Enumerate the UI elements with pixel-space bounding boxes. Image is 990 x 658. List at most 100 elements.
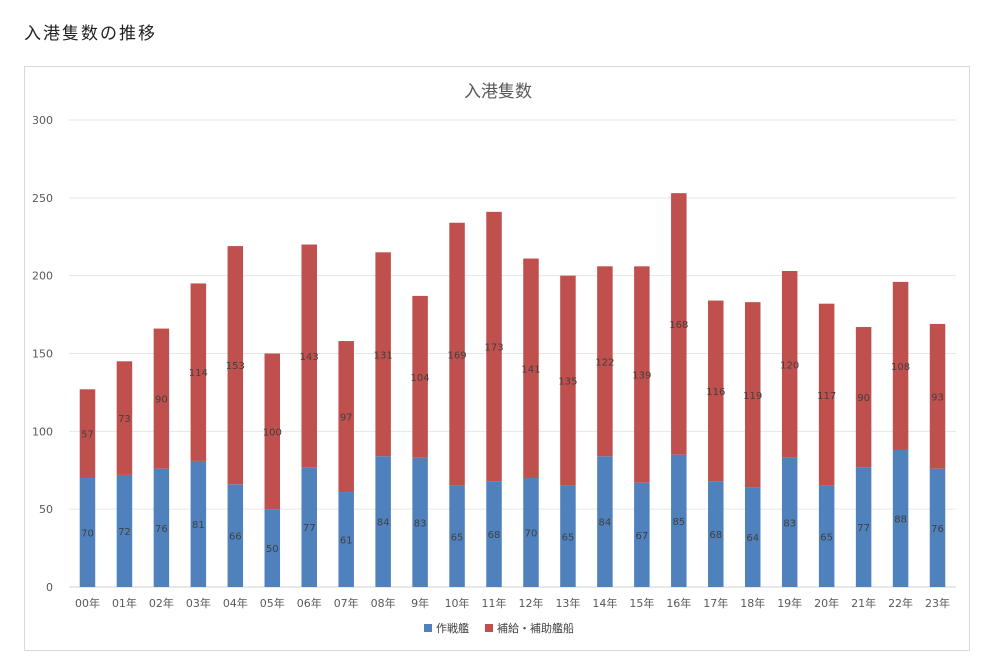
bar-segment-combat-ships bbox=[190, 460, 207, 587]
data-label: 90 bbox=[155, 395, 168, 406]
data-label: 143 bbox=[300, 352, 319, 363]
bar-segment-supply-ships bbox=[375, 252, 391, 457]
y-tick-label: 100 bbox=[32, 425, 53, 438]
data-label: 100 bbox=[263, 427, 282, 438]
bar-segment-combat-ships bbox=[929, 468, 946, 587]
bar-segment-supply-ships bbox=[929, 323, 946, 469]
data-label: 117 bbox=[817, 391, 836, 402]
bar-segment-supply-ships bbox=[855, 327, 872, 468]
data-label: 85 bbox=[672, 517, 685, 528]
x-tick-label: 10年 bbox=[445, 596, 470, 610]
data-label: 120 bbox=[780, 360, 799, 371]
data-label: 65 bbox=[451, 532, 464, 543]
x-tick-label: 14年 bbox=[592, 596, 617, 610]
data-label: 131 bbox=[374, 350, 393, 361]
x-tick-label: 20年 bbox=[814, 596, 839, 610]
data-label: 114 bbox=[189, 368, 208, 379]
bar-segment-supply-ships bbox=[523, 258, 539, 479]
data-label: 88 bbox=[894, 515, 907, 526]
data-label: 70 bbox=[81, 529, 94, 540]
bar-segment-combat-ships bbox=[153, 468, 170, 587]
x-axis: 00年 01年 02年 03年 04年 05年 06年 07年 08年 9年 10年 11年 12年 13… bbox=[75, 596, 950, 610]
bar-segment-supply-ships bbox=[190, 283, 207, 461]
data-label: 168 bbox=[669, 320, 688, 331]
bar-segment-supply-ships bbox=[634, 266, 650, 483]
data-label: 65 bbox=[820, 532, 833, 543]
bar-segment-combat-ships bbox=[781, 457, 798, 587]
bar-segment-combat-ships bbox=[523, 478, 539, 587]
stacked-bar-chart: 入港隻数 0 50 100 150 200 250 300 70 57 72 73 76 90 81 11… bbox=[32, 82, 956, 635]
data-label: 169 bbox=[448, 350, 467, 361]
x-tick-label: 17年 bbox=[703, 596, 728, 610]
bar-segment-supply-ships bbox=[671, 193, 687, 455]
bar-segment-combat-ships bbox=[634, 482, 650, 587]
legend-swatch-combat-ships bbox=[424, 624, 432, 632]
y-tick-label: 50 bbox=[39, 503, 53, 516]
bar-segment-combat-ships bbox=[486, 481, 502, 587]
data-label: 93 bbox=[931, 392, 944, 403]
legend-label: 補給・補助艦船 bbox=[497, 621, 574, 635]
bar-segment-combat-ships bbox=[449, 485, 465, 587]
x-tick-label: 01年 bbox=[112, 596, 137, 610]
x-tick-label: 15年 bbox=[629, 596, 654, 610]
x-tick-label: 9年 bbox=[411, 596, 429, 610]
bar-segment-supply-ships bbox=[560, 275, 576, 486]
bar-segment-supply-ships bbox=[153, 328, 170, 469]
page-title: 入港隻数の推移 bbox=[24, 24, 157, 44]
data-label: 122 bbox=[595, 357, 614, 368]
data-label: 104 bbox=[411, 373, 430, 384]
y-axis: 0 50 100 150 200 250 300 bbox=[32, 114, 53, 594]
x-tick-label: 18年 bbox=[740, 596, 765, 610]
bar-segment-combat-ships bbox=[116, 474, 133, 587]
bar-segment-combat-ships bbox=[264, 509, 281, 587]
data-label: 141 bbox=[521, 364, 540, 375]
y-tick-label: 150 bbox=[32, 348, 53, 361]
bar-segment-combat-ships bbox=[855, 467, 872, 587]
data-label: 66 bbox=[229, 532, 242, 543]
x-tick-label: 11年 bbox=[482, 596, 507, 610]
data-label: 57 bbox=[81, 430, 94, 441]
chart-title: 入港隻数 bbox=[464, 82, 532, 102]
chart-area: 入港隻数 0 50 100 150 200 250 300 70 57 72 73 76 90 81 11… bbox=[24, 66, 970, 651]
bar-segment-supply-ships bbox=[301, 244, 317, 468]
data-label: 84 bbox=[377, 518, 390, 529]
bar-segment-combat-ships bbox=[79, 478, 96, 587]
data-label: 68 bbox=[488, 530, 501, 541]
x-tick-label: 06年 bbox=[297, 596, 322, 610]
data-label: 77 bbox=[857, 523, 870, 534]
x-tick-label: 23年 bbox=[925, 596, 950, 610]
legend: 作戦艦 補給・補助艦船 bbox=[424, 621, 574, 635]
bar-segment-combat-ships bbox=[560, 485, 576, 587]
x-tick-label: 04年 bbox=[223, 596, 248, 610]
bar-segment-combat-ships bbox=[597, 456, 613, 587]
bar-segment-supply-ships bbox=[818, 303, 835, 486]
data-label: 72 bbox=[118, 527, 131, 538]
data-label: 83 bbox=[783, 518, 796, 529]
y-tick-label: 250 bbox=[32, 192, 53, 205]
data-label: 64 bbox=[746, 533, 759, 544]
data-label: 139 bbox=[632, 371, 651, 382]
data-label: 116 bbox=[706, 387, 725, 398]
x-tick-label: 22年 bbox=[888, 596, 913, 610]
bar-segment-supply-ships bbox=[486, 211, 502, 482]
data-label: 97 bbox=[340, 413, 353, 424]
data-label: 119 bbox=[743, 391, 762, 402]
x-tick-label: 08年 bbox=[371, 596, 396, 610]
data-label: 70 bbox=[525, 529, 538, 540]
data-label: 108 bbox=[891, 362, 910, 373]
bar-segment-supply-ships bbox=[781, 270, 798, 458]
bar-segment-combat-ships bbox=[708, 481, 724, 587]
bar-segment-supply-ships bbox=[264, 353, 281, 510]
bar-segment-supply-ships bbox=[116, 361, 133, 475]
data-label: 81 bbox=[192, 520, 205, 531]
data-label: 73 bbox=[118, 414, 131, 425]
bars: 70 57 72 73 76 90 81 114 66 153 50 100 77 143 61 97 84 13… bbox=[79, 193, 946, 587]
x-tick-label: 03年 bbox=[186, 596, 211, 610]
data-label: 68 bbox=[709, 530, 722, 541]
data-label: 61 bbox=[340, 536, 353, 547]
data-label: 153 bbox=[226, 361, 245, 372]
x-tick-label: 02年 bbox=[149, 596, 174, 610]
x-tick-label: 12年 bbox=[518, 596, 543, 610]
data-label: 90 bbox=[857, 393, 870, 404]
bar-segment-supply-ships bbox=[597, 266, 613, 457]
